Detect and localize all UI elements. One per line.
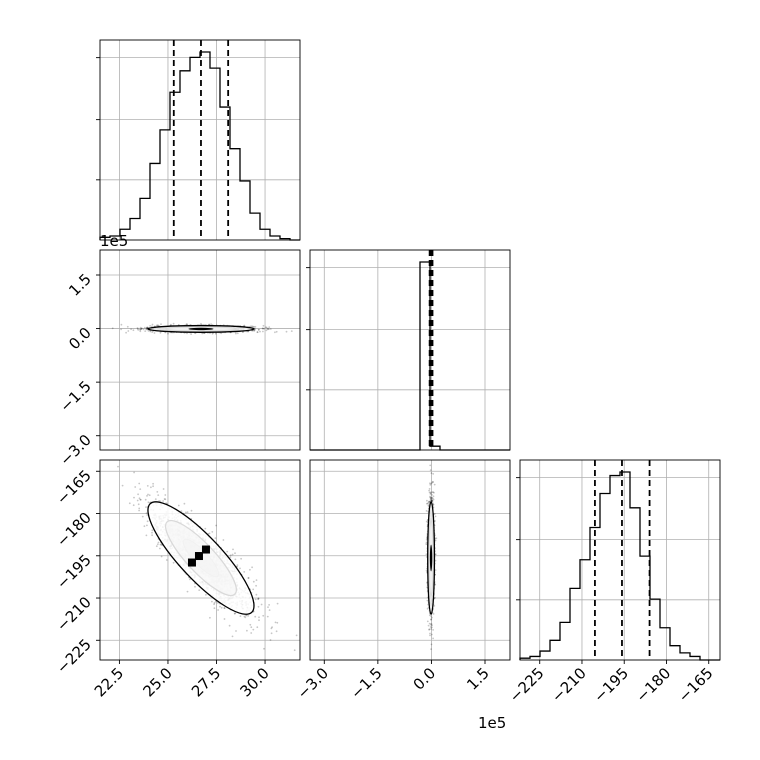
x-tick-label: −210 <box>548 664 590 706</box>
x-tick-label: −1.5 <box>347 664 385 702</box>
y-tick-label: −165 <box>53 466 95 508</box>
histogram-step <box>99 51 300 241</box>
y-tick-label: −1.5 <box>56 377 94 415</box>
x-tick-label: −165 <box>675 664 717 706</box>
panel-border <box>99 39 301 241</box>
histogram-step <box>519 471 720 661</box>
density-core <box>187 558 196 567</box>
density-core <box>194 552 203 561</box>
scatter-points <box>117 465 298 652</box>
y-tick-label: 0.0 <box>65 324 95 354</box>
histogram-panel-2 <box>516 459 721 664</box>
density-core <box>188 327 214 331</box>
panel-border <box>309 459 511 661</box>
scatter-points <box>111 322 293 335</box>
x-tick-label: −180 <box>632 664 674 706</box>
x-tick-label: 1.5 <box>463 664 493 694</box>
x-tick-label: 25.0 <box>139 664 175 700</box>
y-tick-label: −180 <box>53 509 95 551</box>
panel-border <box>519 459 721 661</box>
y-tick-label: −225 <box>53 635 95 677</box>
y-tick-label: −3.0 <box>56 431 94 469</box>
panel-border <box>99 459 301 661</box>
x-tick-label: −195 <box>590 664 632 706</box>
panel-background <box>310 460 510 660</box>
scatter-points <box>425 464 438 650</box>
y-tick-label: 1.5 <box>65 270 95 300</box>
x-tick-label: 30.0 <box>237 664 273 700</box>
scatter-panel-0-2 <box>96 459 301 664</box>
x-tick-label: −225 <box>506 664 548 706</box>
x-tick-label: 27.5 <box>188 664 224 700</box>
histogram-panel-1 <box>306 249 511 451</box>
density-core <box>429 544 433 572</box>
panel-background <box>520 460 720 660</box>
histogram-panel-0 <box>96 39 301 241</box>
panel-border <box>99 249 301 451</box>
x-tick-label: −3.0 <box>294 664 332 702</box>
offset-label-x: 1e5 <box>478 714 506 732</box>
panel-background <box>310 250 510 450</box>
panel-background <box>100 250 300 450</box>
y-tick-label: −195 <box>53 551 95 593</box>
panel-background <box>100 40 300 240</box>
panel-border <box>309 249 511 451</box>
scatter-panel-1-2 <box>309 459 511 664</box>
y-tick-label: −210 <box>53 593 95 635</box>
x-tick-label: 0.0 <box>410 664 440 694</box>
scatter-panel-0-1 <box>96 249 301 451</box>
offset-label-y: 1e5 <box>100 232 128 250</box>
density-core <box>201 545 210 554</box>
x-tick-label: 22.5 <box>91 664 127 700</box>
